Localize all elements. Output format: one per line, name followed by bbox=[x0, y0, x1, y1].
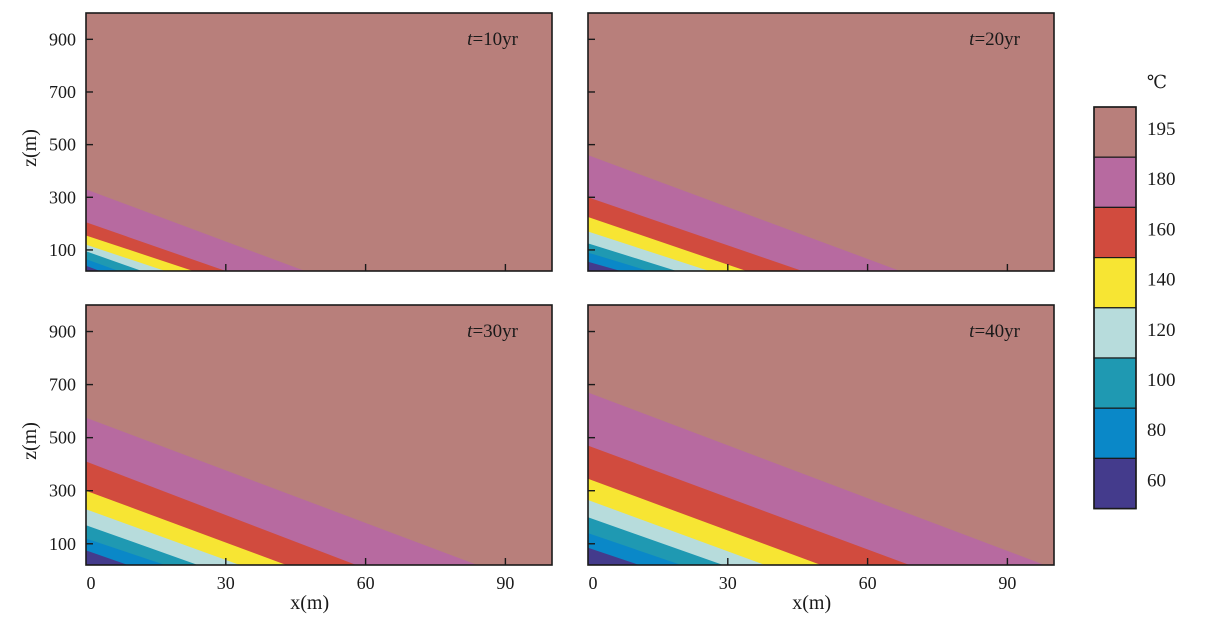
panel-frame bbox=[85, 304, 553, 566]
colorbar: ℃ 195 180 160 140 120 100 80 60 bbox=[1093, 72, 1176, 510]
contour-band-60 bbox=[86, 265, 100, 271]
colorbar-swatch-80 bbox=[1093, 407, 1137, 460]
x-tick-label: 90 bbox=[496, 573, 514, 593]
x-tick-label: 90 bbox=[998, 573, 1016, 593]
panel-4: 0 30 60 90 t=40yr x(m) bbox=[587, 304, 1055, 614]
panel-frame bbox=[85, 12, 553, 272]
colorbar-label-60: 60 bbox=[1147, 470, 1166, 491]
colorbar-label-120: 120 bbox=[1147, 320, 1176, 341]
y-axis-label: z(m) bbox=[19, 422, 41, 460]
time-label: t=20yr bbox=[969, 29, 1020, 50]
x-axis-label: x(m) bbox=[792, 592, 831, 614]
time-label-value: =30yr bbox=[472, 321, 518, 342]
y-tick-label: 900 bbox=[49, 29, 76, 49]
x-tick-label: 60 bbox=[859, 573, 877, 593]
colorbar-swatch-180 bbox=[1093, 156, 1137, 208]
time-label: t=10yr bbox=[467, 29, 518, 50]
colorbar-label-195: 195 bbox=[1147, 119, 1176, 140]
x-tick-label: 30 bbox=[719, 573, 737, 593]
y-tick-label: 500 bbox=[49, 428, 76, 448]
panel-3: 100 300 500 700 900 0 30 60 90 t=30yr z(m) x(m) bbox=[19, 304, 553, 614]
y-tick-label: 300 bbox=[49, 481, 76, 501]
colorbar-swatch-100 bbox=[1093, 357, 1137, 409]
x-tick-label: 30 bbox=[217, 573, 235, 593]
panel-1: 100 300 500 700 900 t=10yr z(m) bbox=[19, 12, 553, 272]
x-axis-label: x(m) bbox=[290, 592, 329, 614]
y-tick-label: 100 bbox=[49, 534, 76, 554]
colorbar-label-140: 140 bbox=[1147, 270, 1176, 291]
x-tick-label: 0 bbox=[589, 573, 598, 593]
time-label-var: t bbox=[969, 321, 975, 342]
x-tick-label: 0 bbox=[87, 573, 96, 593]
time-label-var: t bbox=[467, 29, 473, 50]
time-label-var: t bbox=[969, 29, 975, 50]
panel-frame bbox=[587, 12, 1055, 272]
x-tick-label: 60 bbox=[357, 573, 375, 593]
time-label-value: =10yr bbox=[472, 29, 518, 50]
colorbar-label-80: 80 bbox=[1147, 420, 1166, 441]
panel-2: t=20yr bbox=[587, 12, 1055, 272]
colorbar-swatch-120 bbox=[1093, 307, 1137, 359]
y-tick-label: 900 bbox=[49, 322, 76, 342]
panel-frame bbox=[587, 304, 1055, 566]
y-tick-label: 100 bbox=[49, 240, 76, 260]
y-tick-label: 700 bbox=[49, 375, 76, 395]
colorbar-label-180: 180 bbox=[1147, 169, 1176, 190]
colorbar-label-100: 100 bbox=[1147, 370, 1176, 391]
colorbar-label-160: 160 bbox=[1147, 219, 1176, 240]
y-tick-label: 500 bbox=[49, 135, 76, 155]
time-label-value: =20yr bbox=[974, 29, 1020, 50]
colorbar-swatch-195 bbox=[1093, 106, 1137, 158]
colorbar-swatch-140 bbox=[1093, 257, 1137, 309]
time-label-value: =40yr bbox=[974, 321, 1020, 342]
colorbar-swatch-60 bbox=[1093, 457, 1137, 510]
contour-band-60 bbox=[588, 547, 640, 565]
y-tick-label: 300 bbox=[49, 187, 76, 207]
colorbar-swatch-160 bbox=[1093, 206, 1137, 259]
time-label: t=40yr bbox=[969, 321, 1020, 342]
colorbar-unit: ℃ bbox=[1147, 72, 1167, 92]
time-label-var: t bbox=[467, 321, 473, 342]
y-axis-label: z(m) bbox=[19, 129, 41, 167]
contour-band-60 bbox=[588, 261, 621, 271]
y-tick-label: 700 bbox=[49, 82, 76, 102]
contour-band-80 bbox=[86, 259, 119, 271]
colorbar-frame bbox=[1093, 106, 1137, 510]
contour-band-60 bbox=[86, 550, 128, 565]
time-label: t=30yr bbox=[467, 321, 518, 342]
